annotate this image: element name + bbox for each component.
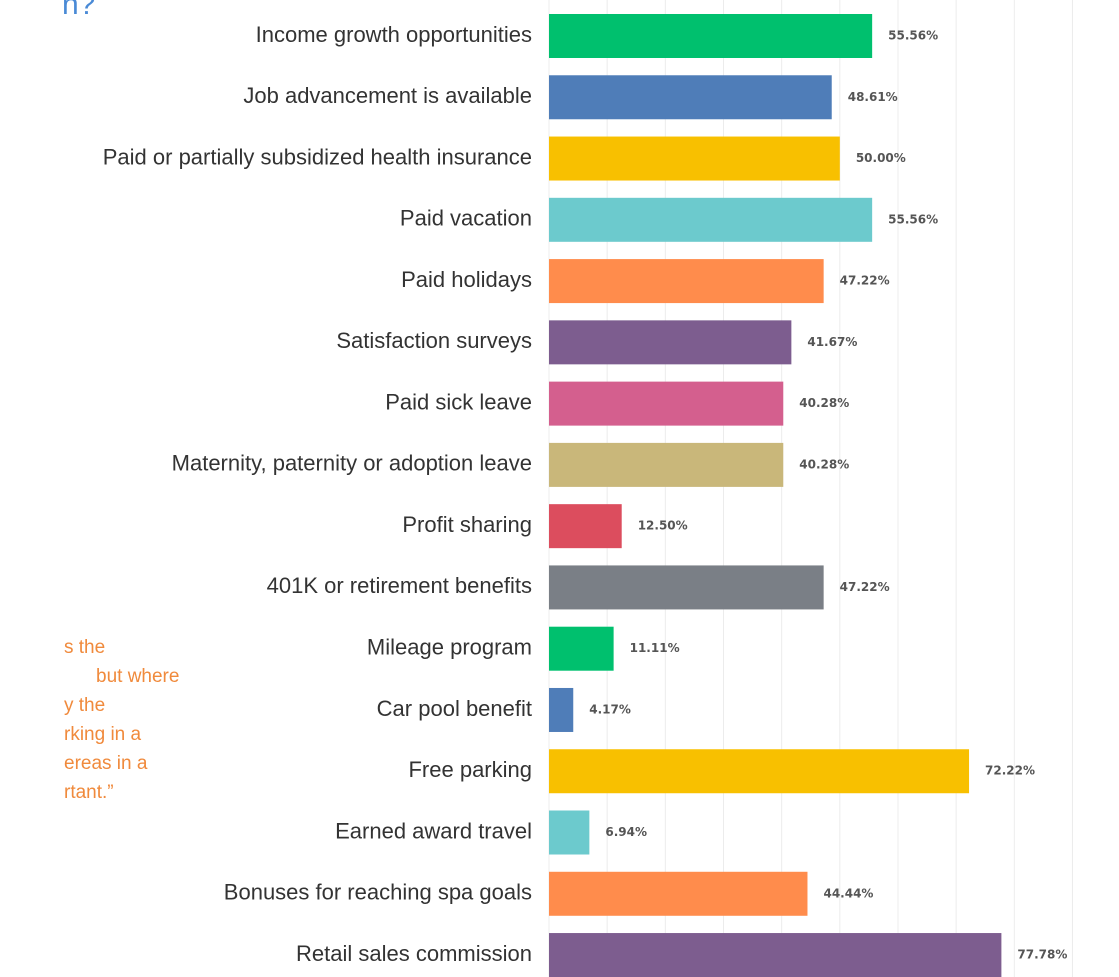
bar bbox=[549, 75, 832, 120]
bar bbox=[549, 810, 590, 855]
bar bbox=[549, 136, 840, 181]
annotation: rtant.” bbox=[64, 782, 114, 803]
annotation: ereas in a bbox=[64, 753, 148, 774]
bar bbox=[549, 381, 784, 426]
category-label: Maternity, paternity or adoption leave bbox=[172, 451, 532, 476]
annotation: rking in a bbox=[64, 724, 142, 745]
bar bbox=[549, 565, 824, 610]
data-label: 4.17% bbox=[589, 702, 631, 716]
data-label: 44.44% bbox=[823, 886, 873, 900]
category-label: 401K or retirement benefits bbox=[267, 573, 532, 598]
data-label: 47.22% bbox=[840, 580, 890, 594]
annotation: s the bbox=[64, 637, 105, 658]
data-label: 50.00% bbox=[856, 151, 906, 165]
bar bbox=[549, 14, 873, 58]
category-label: Retail sales commission bbox=[296, 941, 532, 966]
category-label: Paid vacation bbox=[400, 206, 532, 231]
bar bbox=[549, 504, 622, 549]
data-label: 6.94% bbox=[605, 825, 647, 839]
category-label: Free parking bbox=[408, 757, 532, 782]
data-label: 55.56% bbox=[888, 29, 938, 43]
bar bbox=[549, 933, 1002, 977]
data-label: 77.78% bbox=[1017, 948, 1067, 962]
data-label: 12.50% bbox=[638, 519, 688, 533]
category-label: Satisfaction surveys bbox=[336, 328, 532, 353]
category-label: Bonuses for reaching spa goals bbox=[224, 880, 532, 905]
category-label: Income growth opportunities bbox=[256, 22, 532, 47]
category-label: Car pool benefit bbox=[377, 696, 532, 721]
data-label: 47.22% bbox=[840, 274, 890, 288]
bar bbox=[549, 749, 970, 794]
bar bbox=[549, 687, 574, 732]
category-label: Paid holidays bbox=[401, 267, 532, 292]
category-label: Profit sharing bbox=[402, 512, 532, 537]
bar bbox=[549, 197, 873, 242]
data-label: 55.56% bbox=[888, 212, 938, 226]
bar bbox=[549, 442, 784, 487]
data-label: 72.22% bbox=[985, 764, 1035, 778]
annotation: y the bbox=[64, 695, 105, 716]
data-label: 11.11% bbox=[630, 641, 680, 655]
annotation: but where bbox=[96, 666, 179, 687]
chart-title: n? bbox=[62, 0, 95, 21]
data-label: 40.28% bbox=[799, 396, 849, 410]
data-label: 48.61% bbox=[848, 90, 898, 104]
bar bbox=[549, 320, 792, 365]
category-label: Paid sick leave bbox=[385, 389, 532, 414]
data-label: 41.67% bbox=[807, 335, 857, 349]
bar bbox=[549, 626, 614, 671]
data-label: 40.28% bbox=[799, 457, 849, 471]
category-label: Job advancement is available bbox=[243, 83, 532, 108]
category-label: Earned award travel bbox=[335, 818, 532, 843]
category-label: Mileage program bbox=[367, 635, 532, 660]
bar bbox=[549, 259, 824, 304]
category-label: Paid or partially subsidized health insu… bbox=[103, 144, 532, 169]
bar bbox=[549, 871, 808, 916]
